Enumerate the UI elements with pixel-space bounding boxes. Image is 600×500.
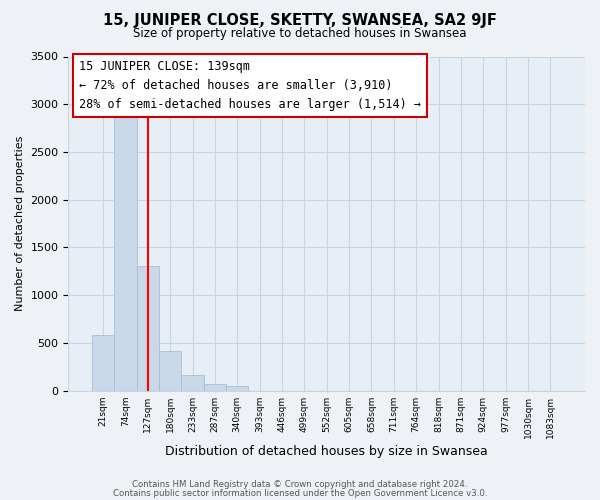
Bar	[114, 114, 137, 390]
Text: 15, JUNIPER CLOSE, SKETTY, SWANSEA, SA2 9JF: 15, JUNIPER CLOSE, SKETTY, SWANSEA, SA2 …	[103, 12, 497, 28]
Text: Size of property relative to detached houses in Swansea: Size of property relative to detached ho…	[133, 28, 467, 40]
Text: 15 JUNIPER CLOSE: 139sqm
← 72% of detached houses are smaller (3,910)
28% of sem: 15 JUNIPER CLOSE: 139sqm ← 72% of detach…	[79, 60, 421, 111]
Bar	[92, 335, 114, 390]
X-axis label: Distribution of detached houses by size in Swansea: Distribution of detached houses by size …	[166, 444, 488, 458]
Bar	[181, 376, 204, 390]
Y-axis label: Number of detached properties: Number of detached properties	[15, 136, 25, 311]
Bar	[204, 384, 226, 390]
Bar	[137, 266, 159, 390]
Text: Contains HM Land Registry data © Crown copyright and database right 2024.: Contains HM Land Registry data © Crown c…	[132, 480, 468, 489]
Bar	[159, 351, 181, 391]
Bar	[226, 386, 248, 390]
Text: Contains public sector information licensed under the Open Government Licence v3: Contains public sector information licen…	[113, 488, 487, 498]
